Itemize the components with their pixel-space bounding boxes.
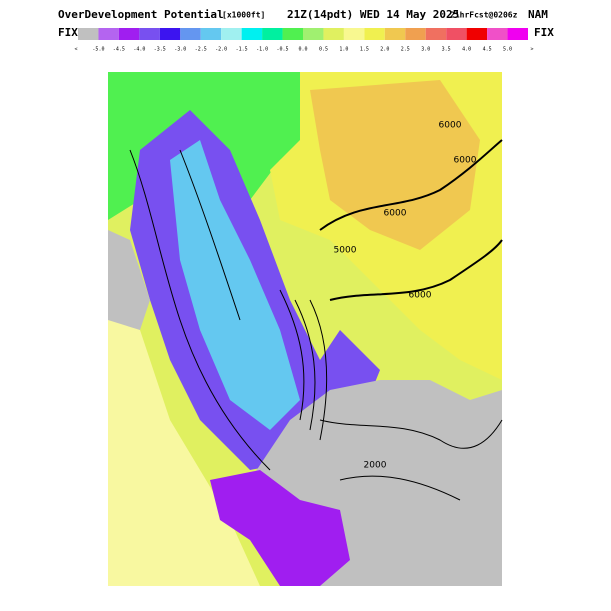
colorbar-label: -3.5 (154, 47, 166, 53)
colorbar-label: 3.0 (421, 47, 430, 53)
map (108, 72, 503, 586)
valid-time: 21Z(14pdt) WED 14 May 2025 (287, 8, 459, 21)
contour-label: 6000 (384, 209, 407, 219)
contour (319, 139, 503, 231)
contour (329, 239, 503, 301)
colorbar-label: -0.5 (277, 47, 289, 53)
purple-south (210, 470, 350, 586)
fix-right: FIX (534, 26, 554, 39)
colorbar-label: 0.0 (298, 47, 307, 53)
orange-zone (310, 80, 480, 250)
colorbar-label: -2.5 (195, 47, 207, 53)
color-swatch (118, 28, 140, 40)
gray-coast (108, 230, 150, 330)
colorbar-label: 2.5 (401, 47, 410, 53)
color-swatch (139, 28, 160, 40)
color-swatch (303, 28, 324, 40)
colorbar-label: 4.0 (462, 47, 471, 53)
colorbar-label: 1.5 (360, 47, 369, 53)
colorbar-label: -3.0 (174, 47, 186, 53)
contour (179, 149, 241, 321)
model: NAM (528, 8, 548, 21)
contour (129, 149, 271, 471)
contour-label: 6000 (409, 291, 432, 301)
contour-label: 6000 (454, 156, 477, 166)
fix-left: FIX (58, 26, 78, 39)
contour (279, 289, 305, 421)
colorbar-low: < (74, 47, 77, 53)
contour (294, 299, 316, 431)
color-swatch (200, 28, 222, 40)
color-swatch (323, 28, 344, 40)
color-swatch (507, 28, 528, 40)
color-swatch (343, 28, 365, 40)
color-swatch (78, 28, 99, 40)
color-swatch (180, 28, 201, 40)
colorbar-label: 1.0 (339, 47, 348, 53)
contour (339, 475, 461, 501)
colorbar-label: -5.0 (92, 47, 104, 53)
colorbar-label: 3.5 (442, 47, 451, 53)
colorbar-high: > (530, 47, 533, 53)
contour (319, 419, 503, 449)
color-swatch (221, 28, 242, 40)
contours (129, 139, 503, 501)
colorbar-label: 0.5 (319, 47, 328, 53)
contour-label: 5000 (334, 246, 357, 256)
color-swatch (487, 28, 508, 40)
title: OverDevelopment Potential (58, 8, 224, 21)
colorbar-label: -4.0 (133, 47, 145, 53)
color-swatch (282, 28, 303, 40)
colorbar-label: 2.0 (380, 47, 389, 53)
color-swatch (98, 28, 119, 40)
color-swatch (405, 28, 426, 40)
contour-label: 2000 (364, 461, 387, 471)
colorbar-label: 5.0 (503, 47, 512, 53)
color-swatch (446, 28, 467, 40)
color-swatch (466, 28, 488, 40)
colorbar: -5.0 -4.5 -4.0 -3.5 -3.0 -2.5 -2.0 -1.5 -1.0 -0.5… (74, 28, 534, 53)
colorbar-label: -4.5 (113, 47, 125, 53)
contour (309, 299, 328, 441)
forecast: 21hrFcst@0206z (450, 11, 518, 20)
color-swatch (425, 28, 447, 40)
blue-band (170, 140, 300, 430)
color-swatch (159, 28, 181, 40)
contour-label: 6000 (439, 121, 462, 131)
color-swatch (241, 28, 263, 40)
colorbar-label: 4.5 (483, 47, 492, 53)
color-swatch (364, 28, 385, 40)
colorbar-label: -2.0 (215, 47, 227, 53)
colorbar-label: -1.5 (236, 47, 248, 53)
color-swatch (262, 28, 283, 40)
color-swatch (384, 28, 406, 40)
colorbar-label: -1.0 (256, 47, 268, 53)
units: [x1000ft] (222, 11, 265, 20)
